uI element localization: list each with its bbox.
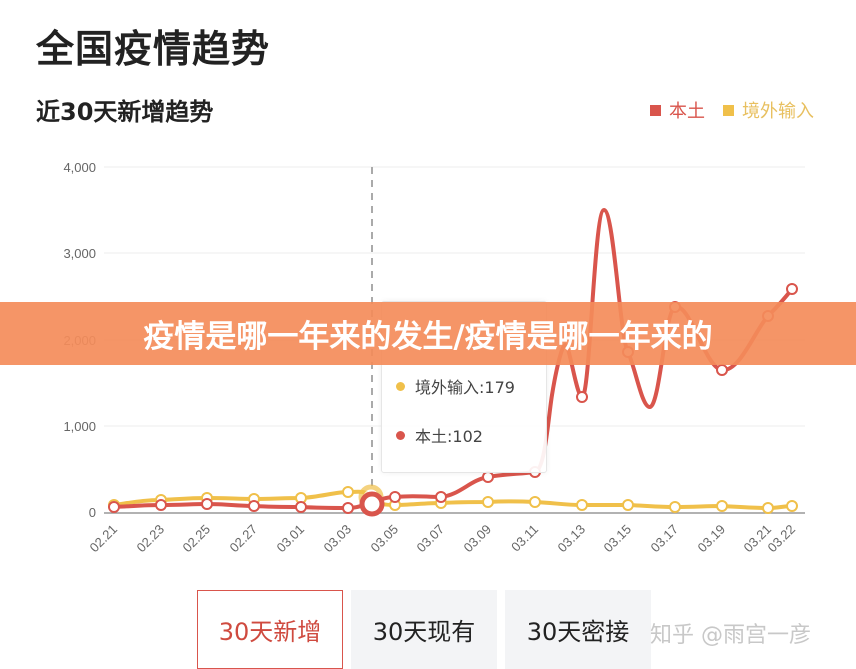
svg-text:03.03: 03.03 — [321, 522, 355, 556]
series-markers-imported — [108, 484, 798, 514]
x-axis-labels: 02.21 02.23 02.25 02.27 03.01 03.03 03.0… — [87, 522, 799, 556]
tab-30day-contacts[interactable]: 30天密接 — [505, 590, 651, 669]
svg-text:03.11: 03.11 — [508, 522, 541, 555]
svg-text:03.05: 03.05 — [368, 522, 402, 556]
svg-text:03.17: 03.17 — [648, 522, 682, 556]
chart-subtitle: 近30天新增趋势 — [36, 98, 214, 126]
legend-label: 境外输入 — [742, 101, 814, 122]
svg-text:0: 0 — [89, 505, 96, 520]
banner-text: 疫情是哪一年来的发生/疫情是哪一年来的 — [143, 319, 713, 355]
series-markers-local — [108, 283, 798, 517]
svg-text:03.13: 03.13 — [555, 522, 589, 556]
legend-item-imported[interactable]: 境外输入 — [723, 97, 814, 123]
svg-text:03.09: 03.09 — [461, 522, 495, 556]
svg-text:1,000: 1,000 — [63, 419, 96, 434]
svg-text:03.01: 03.01 — [274, 522, 308, 556]
watermark: 知乎 @雨宫一彦 — [650, 623, 811, 648]
dot-icon — [396, 430, 405, 440]
chart-legend: 本土 境外输入 — [650, 97, 814, 123]
tab-30day-new[interactable]: 30天新增 — [197, 590, 343, 669]
tooltip-row-imported: 境外输入:179 — [396, 374, 515, 398]
tooltip-text: 本土:102 — [415, 427, 483, 446]
svg-text:03.07: 03.07 — [414, 522, 448, 556]
legend-item-local[interactable]: 本土 — [650, 97, 705, 123]
svg-text:03.19: 03.19 — [695, 522, 729, 556]
tooltip-text: 境外输入:179 — [415, 378, 515, 397]
square-icon — [650, 104, 661, 116]
svg-text:3,000: 3,000 — [63, 246, 96, 261]
svg-text:03.15: 03.15 — [601, 522, 635, 556]
svg-text:02.21: 02.21 — [87, 522, 121, 556]
tooltip-row-local: 本土:102 — [396, 423, 483, 447]
range-tabs: 30天新增 30天现有 30天密接 — [197, 590, 651, 669]
title-banner: 疫情是哪一年来的发生/疫情是哪一年来的 — [0, 302, 856, 365]
svg-text:02.27: 02.27 — [227, 522, 261, 556]
tab-30day-current[interactable]: 30天现有 — [351, 590, 497, 669]
page-title: 全国疫情趋势 — [36, 27, 271, 71]
legend-label: 本土 — [669, 101, 705, 122]
square-icon — [723, 104, 734, 116]
svg-text:02.25: 02.25 — [180, 522, 214, 556]
y-axis-labels: 4,000 3,000 2,000 1,000 0 — [63, 160, 96, 520]
dot-icon — [396, 381, 405, 391]
svg-text:03.22: 03.22 — [765, 522, 799, 556]
svg-text:4,000: 4,000 — [63, 160, 96, 175]
line-chart[interactable]: 4,000 3,000 2,000 1,000 0 02.21 02.23 02… — [0, 0, 856, 590]
svg-text:02.23: 02.23 — [134, 522, 168, 556]
